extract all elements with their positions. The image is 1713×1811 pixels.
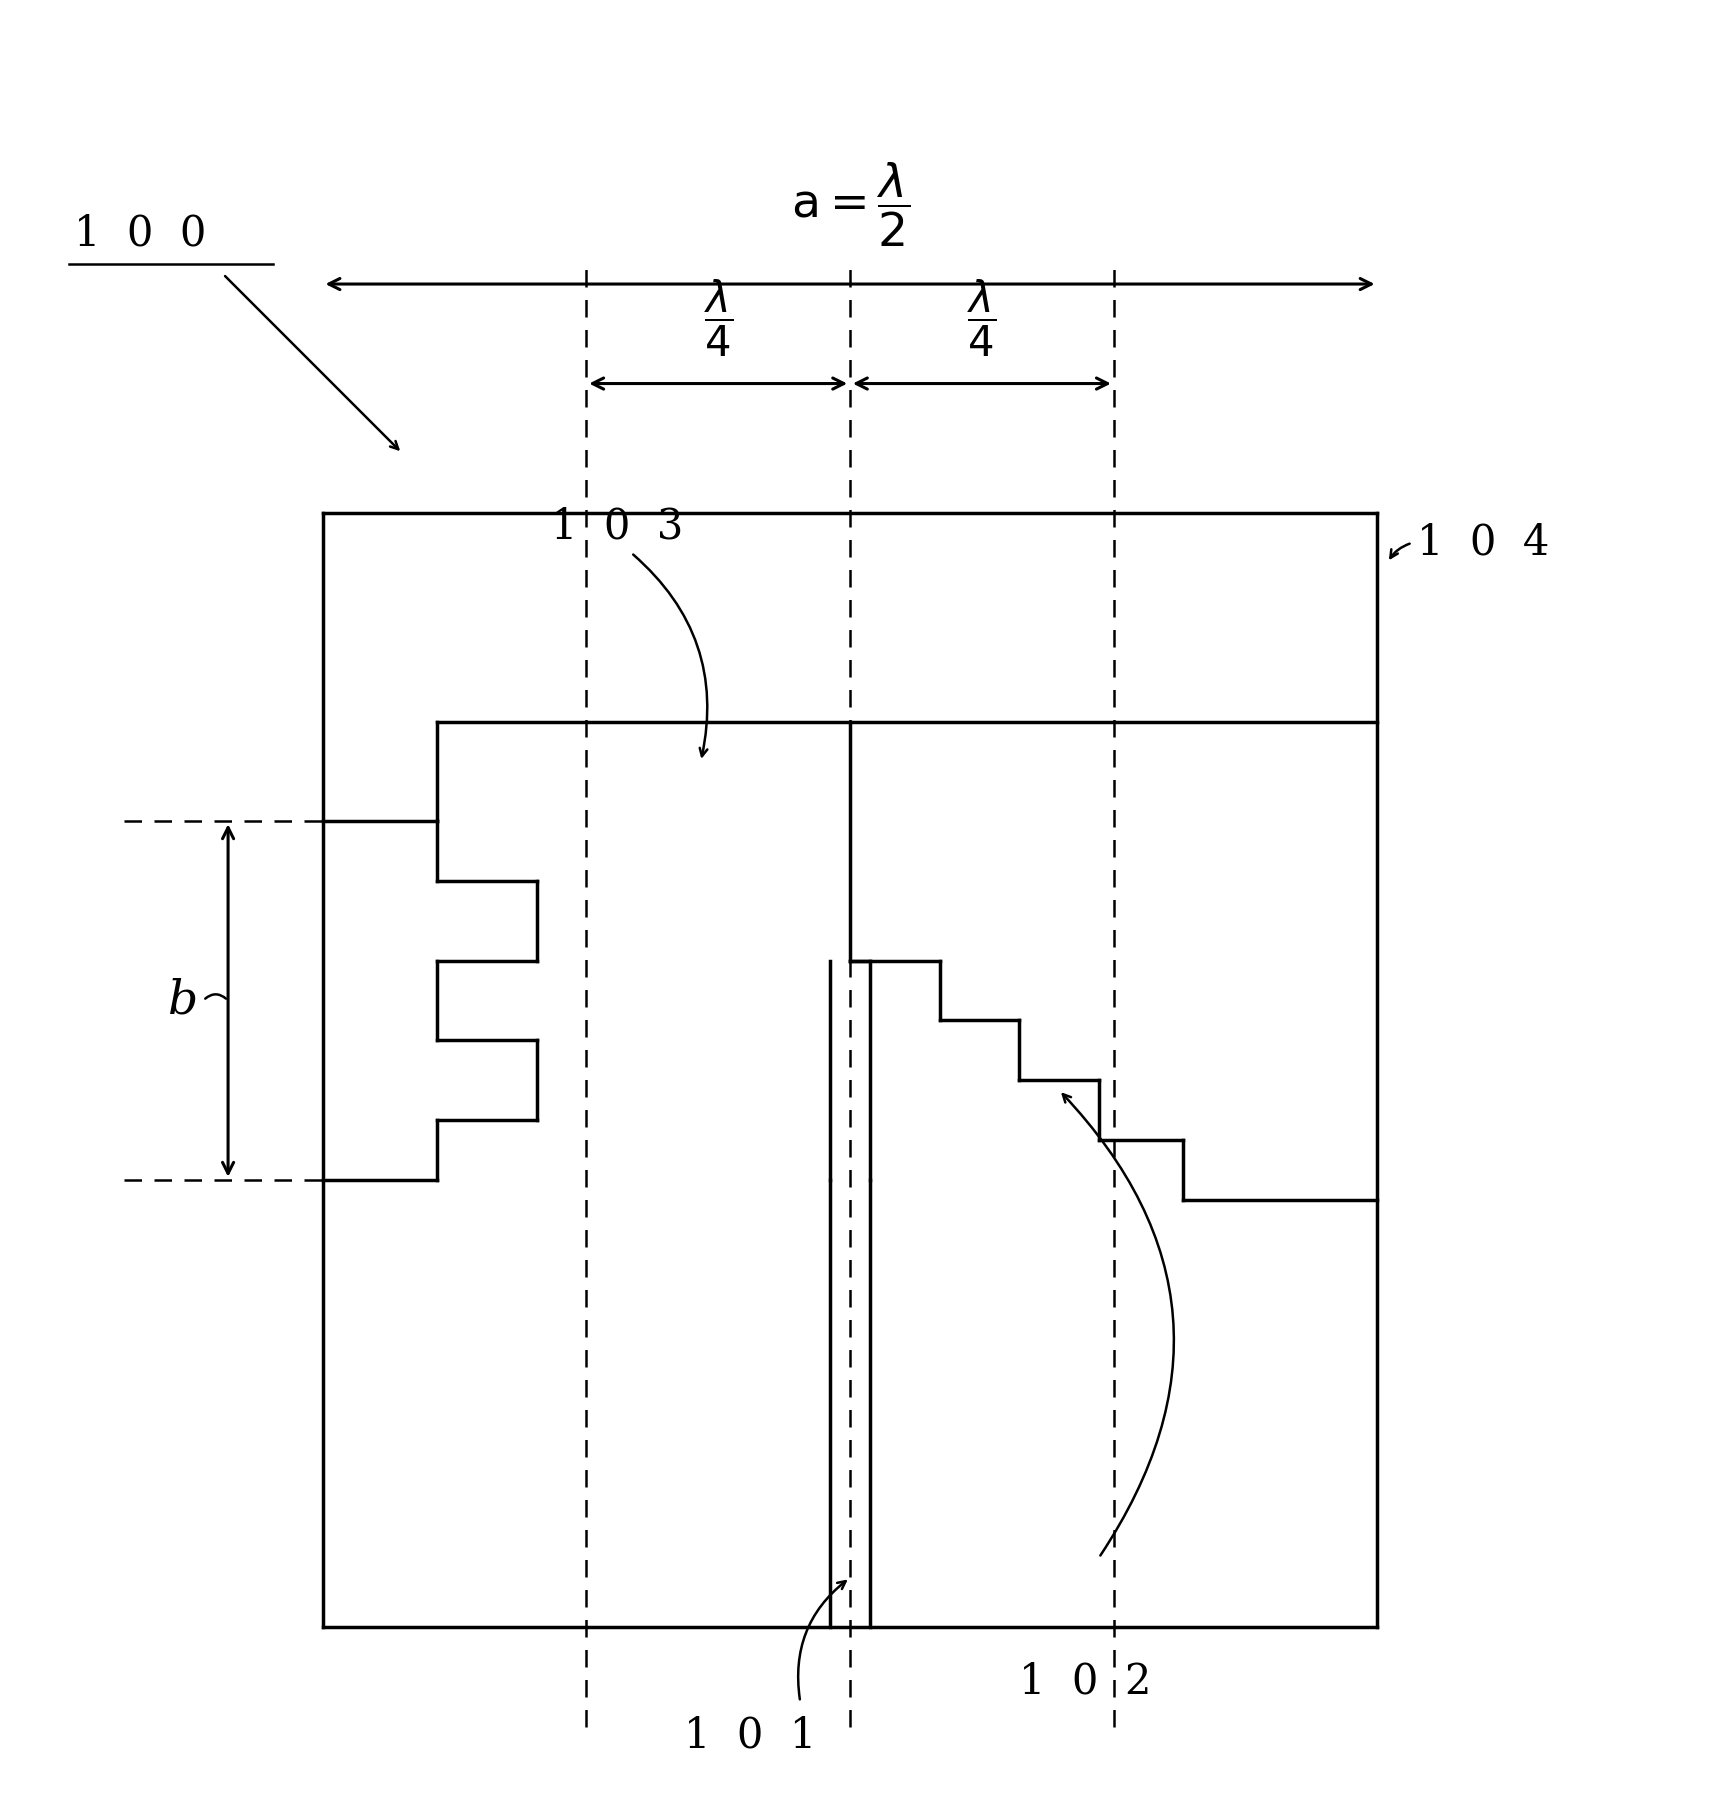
Text: $\dfrac{\lambda}{4}$: $\dfrac{\lambda}{4}$ xyxy=(704,277,733,359)
Text: 1  0  4: 1 0 4 xyxy=(1417,522,1550,563)
Text: $\dfrac{\lambda}{4}$: $\dfrac{\lambda}{4}$ xyxy=(968,277,997,359)
Text: 1  0  3: 1 0 3 xyxy=(552,505,683,547)
Text: 1  0  1: 1 0 1 xyxy=(685,1715,817,1757)
Text: b: b xyxy=(168,978,199,1023)
Text: 1  0  2: 1 0 2 xyxy=(1019,1661,1151,1702)
Text: $\mathrm{a} = \dfrac{\lambda}{2}$: $\mathrm{a} = \dfrac{\lambda}{2}$ xyxy=(790,161,910,250)
Text: 1  0  0: 1 0 0 xyxy=(74,212,206,254)
